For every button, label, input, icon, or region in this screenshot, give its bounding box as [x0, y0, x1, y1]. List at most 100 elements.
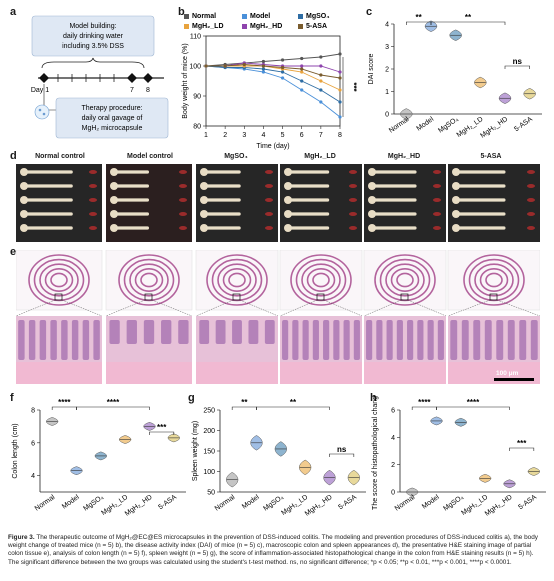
label-day7: 7 — [130, 87, 134, 94]
sig-bracket — [436, 406, 510, 410]
legend-entry: Normal — [192, 13, 216, 20]
he-swiss-roll — [479, 267, 509, 292]
panel-letter-g: g — [188, 392, 195, 404]
y-tick-label: 200 — [203, 428, 215, 435]
colon-strip — [26, 184, 73, 188]
spleen — [433, 226, 441, 230]
he-swiss-roll — [134, 267, 164, 292]
data-point — [319, 100, 323, 104]
he-swiss-roll — [140, 272, 158, 288]
data-point — [338, 100, 342, 104]
spleen — [349, 212, 357, 216]
panel-letter-b: b — [178, 6, 185, 18]
x-tick-label: 5-ASA — [337, 494, 358, 512]
spleen — [349, 184, 357, 188]
sig-annotation: *** — [349, 82, 358, 92]
colon-strip — [374, 184, 417, 188]
series-line — [206, 64, 341, 79]
colon-strip — [374, 212, 417, 216]
he-crypt — [519, 320, 527, 360]
he-crypt — [199, 320, 210, 344]
he-crypt — [302, 320, 309, 360]
he-crypt — [178, 320, 189, 344]
panel-letter-c: c — [366, 6, 373, 18]
he-swiss-roll — [468, 258, 520, 302]
spleen — [89, 226, 97, 230]
he-crypt — [386, 320, 393, 360]
he-staining-images — [16, 250, 540, 384]
sig-bracket — [329, 453, 355, 457]
he-crypt — [82, 320, 90, 360]
legend-swatch — [242, 24, 247, 29]
he-crypt — [312, 320, 319, 360]
timeline-ticks — [57, 74, 115, 82]
zoom-line — [61, 299, 103, 317]
he-swiss-roll — [39, 263, 79, 297]
x-axis-label: Time (day) — [256, 143, 289, 150]
legend-entry: Model — [250, 13, 270, 20]
cecum — [110, 168, 118, 176]
y-tick-label: 6 — [391, 408, 395, 415]
colon-strip — [290, 226, 330, 230]
he-swiss-roll — [123, 258, 175, 302]
he-swiss-roll — [33, 258, 85, 302]
data-point — [300, 67, 304, 71]
colon-strip — [206, 170, 241, 174]
colon-strip — [26, 212, 73, 216]
he-crypt — [126, 320, 137, 344]
x-tick-label: 6 — [300, 132, 304, 139]
x-tick-label: 5-ASA — [513, 116, 534, 134]
x-tick-label: 5-ASA — [157, 494, 178, 512]
he-swiss-roll — [385, 263, 425, 297]
spleen — [433, 198, 441, 202]
y-axis-label: Body weight of mice (%) — [182, 43, 189, 118]
y-tick-label: 100 — [203, 469, 215, 476]
cecum — [110, 210, 118, 218]
spleen — [265, 198, 273, 202]
colon-strip — [26, 198, 73, 202]
y-axis-label: Colon length (cm) — [12, 423, 19, 478]
therapy-line-3: MgH₂ microcapsule — [82, 125, 143, 132]
cecum — [20, 196, 28, 204]
he-crypt — [18, 320, 25, 360]
zoom-box — [54, 293, 63, 301]
panel-letter-a: a — [10, 6, 17, 18]
colon-strip — [116, 198, 149, 202]
zoom-line — [16, 299, 56, 317]
sig-annotation: ** — [416, 13, 423, 22]
he-crypt — [343, 320, 350, 360]
sig-annotation: ns — [337, 445, 347, 454]
legend-entry: MgH₂_LD — [192, 23, 224, 30]
x-tick-label: Model — [241, 494, 261, 511]
he-swiss-roll — [222, 267, 252, 292]
cecum — [452, 196, 460, 204]
he-muscle-layer — [280, 362, 362, 384]
sig-annotation: ** — [290, 398, 297, 407]
zoom-line — [496, 299, 540, 317]
x-tick-label: 8 — [338, 132, 342, 139]
colon-strip — [116, 170, 149, 174]
capsule-dot — [38, 108, 42, 112]
cecum — [452, 224, 460, 232]
spleen — [349, 170, 357, 174]
he-crypt — [282, 320, 289, 360]
he-swiss-roll — [50, 272, 68, 288]
x-tick-label: Normal — [388, 116, 411, 135]
he-swiss-roll — [379, 258, 431, 302]
cecum — [368, 182, 376, 190]
he-crypt — [292, 320, 299, 360]
cecum — [200, 196, 208, 204]
he-swiss-roll — [118, 254, 180, 306]
spleen — [433, 212, 441, 216]
colon-strip — [458, 170, 506, 174]
colon-strip — [206, 212, 241, 216]
he-crypt — [407, 320, 414, 360]
diamond-day8 — [143, 73, 153, 83]
legend-swatch — [298, 14, 303, 19]
y-tick-label: 150 — [203, 449, 215, 456]
he-swiss-roll — [374, 254, 436, 306]
data-point — [223, 64, 227, 68]
spleen — [179, 170, 187, 174]
diamond-day7 — [127, 73, 137, 83]
